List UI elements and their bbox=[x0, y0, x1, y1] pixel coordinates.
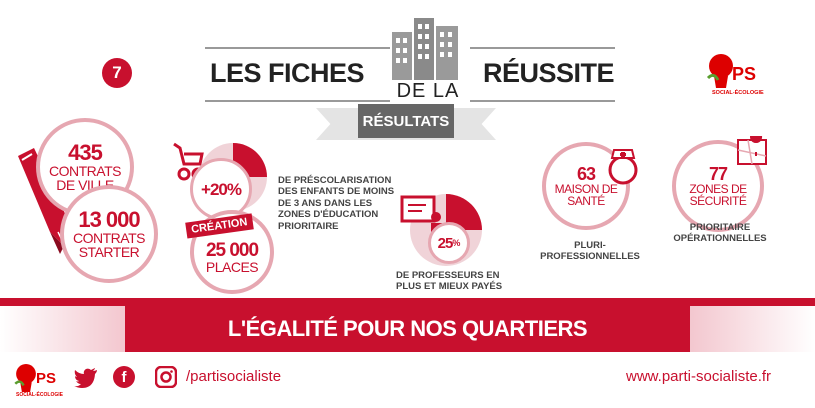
buildings-icon bbox=[392, 18, 458, 80]
banner-fade-right bbox=[690, 306, 815, 352]
banner: L'ÉGALITÉ POUR NOS QUARTIERS bbox=[125, 306, 690, 352]
header-line-left bbox=[205, 47, 390, 49]
footer-ps-text: PS bbox=[36, 370, 57, 387]
rose-fist-icon bbox=[14, 364, 36, 392]
maison-sante-caption: PLURI-PROFESSIONNELLES bbox=[540, 240, 640, 263]
ps-logo-footer: PS SOCIAL-ÉCOLOGIE bbox=[12, 362, 66, 402]
twitter-icon[interactable] bbox=[74, 368, 98, 388]
rose-fist-icon bbox=[706, 54, 733, 88]
title-left: LES FICHES bbox=[210, 58, 365, 88]
map-pin-icon bbox=[737, 136, 767, 165]
social-handle-link[interactable]: /partisocialiste bbox=[186, 368, 282, 385]
contrats-starter-circle: 13 000 CONTRATS STARTER bbox=[60, 185, 158, 283]
banner-top-stripe bbox=[0, 298, 815, 306]
professeurs-circle: 25% bbox=[428, 222, 470, 264]
ps-logo-top: PS SOCIAL-ÉCOLOGIE bbox=[704, 52, 774, 102]
resultats-label: RÉSULTATS bbox=[362, 112, 450, 130]
banner-text: L'ÉGALITÉ POUR NOS QUARTIERS bbox=[227, 316, 588, 341]
banner-fade-left bbox=[0, 306, 125, 352]
header-line-right bbox=[470, 47, 615, 49]
prescolarisation-circle: +20% bbox=[190, 158, 252, 220]
de-la-label: DE LA bbox=[396, 80, 460, 102]
facebook-icon[interactable]: f bbox=[113, 366, 135, 388]
zones-securite-caption: PRIORITAIRE OPÉRATIONNELLES bbox=[673, 222, 767, 245]
footer-ps-sub: SOCIAL-ÉCOLOGIE bbox=[16, 392, 63, 398]
instagram-icon[interactable] bbox=[155, 366, 177, 388]
ps-logo-text: PS bbox=[732, 64, 757, 84]
website-link[interactable]: www.parti-socialiste.fr bbox=[626, 368, 772, 385]
professeurs-caption: DE PROFESSEURS EN PLUS ET MIEUX PAYÉS bbox=[396, 270, 503, 293]
nurse-icon bbox=[608, 149, 638, 185]
fiche-number-badge: 7 bbox=[102, 58, 132, 88]
prescolarisation-caption: DE PRÉSCOLARISATION DES ENFANTS DE MOINS… bbox=[278, 175, 395, 232]
header-line-left-bottom bbox=[205, 100, 390, 102]
header-line-right-bottom bbox=[470, 100, 615, 102]
resultats-ribbon-center: RÉSULTATS bbox=[358, 104, 454, 138]
ps-logo-sub: SOCIAL-ÉCOLOGIE bbox=[712, 90, 764, 96]
title-right: RÉUSSITE bbox=[483, 58, 615, 88]
fiche-number: 7 bbox=[112, 63, 122, 82]
